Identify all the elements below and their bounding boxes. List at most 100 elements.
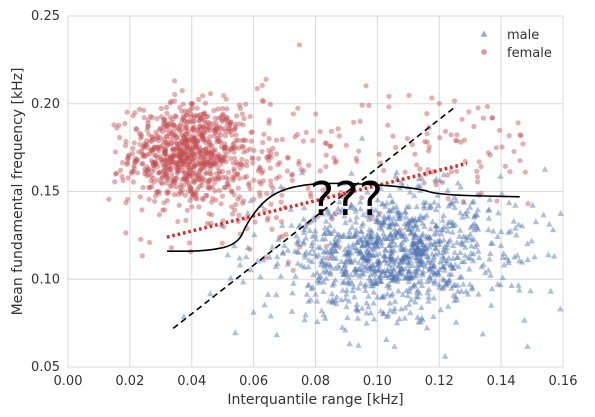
male-point [418, 232, 426, 238]
female-point [159, 175, 166, 181]
female-point [187, 198, 193, 204]
male-point [368, 205, 375, 212]
male-point [333, 241, 341, 248]
male-point [328, 245, 335, 251]
female-point [184, 151, 190, 158]
female-point [180, 160, 186, 166]
female-point [343, 142, 349, 148]
female-point [207, 120, 213, 126]
male-point [324, 206, 331, 212]
female-point [259, 82, 265, 88]
female-point [190, 171, 196, 177]
male-point [351, 265, 359, 272]
male-point [452, 221, 459, 228]
male-point [433, 229, 440, 236]
male-point [475, 254, 483, 261]
male-point [421, 250, 428, 257]
female-point [162, 122, 168, 128]
female-point [178, 152, 184, 158]
female-point [461, 137, 468, 143]
female-point [273, 137, 280, 143]
y-tick-label: 0.20 [31, 97, 60, 112]
male-point [338, 258, 345, 264]
female-point [216, 130, 222, 136]
female-point [125, 175, 131, 181]
female-point [159, 174, 165, 180]
male-point [423, 211, 430, 218]
male-point [361, 254, 368, 261]
female-point [402, 169, 408, 175]
female-point [154, 189, 160, 195]
female-point [170, 159, 176, 165]
female-point [191, 115, 197, 121]
male-point [347, 258, 354, 265]
female-point [192, 151, 198, 157]
female-point [475, 179, 481, 185]
male-point [367, 282, 375, 289]
male-point [528, 237, 535, 244]
female-point [336, 244, 342, 250]
male-point [261, 301, 268, 308]
female-point [241, 149, 247, 155]
female-point [266, 135, 272, 142]
female-point [192, 154, 198, 160]
male-point [264, 291, 272, 297]
male-point [431, 277, 439, 284]
y-axis-label: Mean fundamental frequency [kHz] [10, 68, 26, 316]
female-point [152, 144, 158, 150]
female-point [182, 149, 188, 155]
female-point [223, 144, 230, 150]
female-point [247, 113, 253, 120]
male-point [418, 314, 425, 321]
female-point [178, 182, 184, 188]
female-point [244, 158, 250, 165]
male-point [335, 231, 342, 237]
female-point [113, 170, 120, 176]
male-point [375, 266, 382, 273]
y-tick-label: 0.15 [31, 185, 60, 200]
male-point [443, 257, 451, 264]
female-point [173, 184, 179, 190]
male-point [323, 275, 330, 281]
male-point [444, 241, 451, 247]
female-point [436, 100, 442, 106]
male-point [375, 262, 382, 268]
female-point [168, 98, 174, 105]
male-point [279, 249, 286, 255]
female-point [212, 158, 218, 164]
female-point [353, 155, 359, 161]
male-point [412, 215, 419, 222]
female-point [181, 182, 187, 188]
male-point [415, 216, 423, 223]
male-point [394, 254, 402, 261]
female-point [183, 112, 190, 118]
male-point [376, 250, 383, 257]
female-point [142, 144, 148, 150]
male-point [435, 269, 442, 276]
female-point [188, 114, 194, 120]
female-point [202, 100, 208, 106]
male-point [435, 271, 442, 278]
male-point [415, 266, 422, 272]
male-point [247, 197, 254, 204]
female-point [223, 116, 229, 122]
male-point [376, 259, 383, 265]
male-point [281, 242, 288, 249]
female-point [207, 150, 213, 156]
male-point [332, 276, 339, 283]
female-point [222, 141, 228, 147]
female-point [181, 135, 187, 141]
legend-female-marker [481, 49, 487, 55]
male-point [416, 250, 423, 257]
male-point [347, 271, 355, 278]
female-point [189, 101, 195, 107]
male-point [419, 241, 426, 247]
female-point [177, 185, 183, 191]
male-point [453, 254, 461, 260]
female-point [139, 133, 145, 139]
male-point [320, 288, 327, 294]
male-point [342, 258, 349, 264]
female-point [448, 169, 455, 175]
male-point [349, 241, 357, 247]
female-point [240, 122, 246, 128]
